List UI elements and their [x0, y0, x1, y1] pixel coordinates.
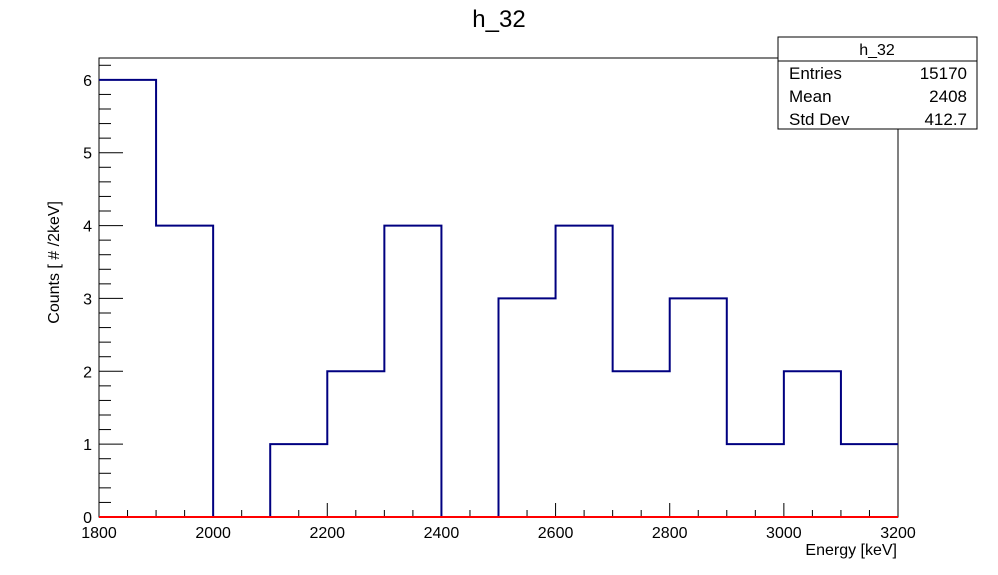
stats-box-frame	[777, 36, 978, 130]
chart-title: h_32	[472, 6, 525, 33]
y-axis: 0 1 2 3 4 5 6	[83, 64, 123, 527]
y-tick-label: 3	[83, 291, 92, 308]
y-tick-label: 1	[83, 437, 92, 454]
y-tick-label: 6	[83, 73, 92, 90]
x-tick-label: 2000	[195, 525, 231, 542]
stats-box-title: h_32	[859, 42, 895, 59]
stats-entries-value: 15170	[920, 64, 967, 83]
x-axis: 1800 2000 2200 2400 2600 2800 3000 3200	[81, 503, 916, 542]
x-tick-label: 3200	[880, 525, 916, 542]
stats-box: h_32 Entries 15170 Mean 2408 Std Dev 412…	[777, 36, 978, 130]
x-axis-label: Energy [keV]	[805, 542, 897, 559]
stats-stddev-value: 412.7	[924, 110, 967, 129]
x-tick-label: 2600	[538, 525, 574, 542]
histogram-series-line	[99, 78, 898, 518]
y-tick-label: 0	[83, 510, 92, 527]
stats-entries-label: Entries	[789, 64, 842, 83]
y-axis-label: Counts [ # /2keV]	[46, 201, 63, 324]
x-tick-label: 3000	[766, 525, 802, 542]
stats-stddev-label: Std Dev	[789, 110, 850, 129]
x-tick-label: 1800	[81, 525, 117, 542]
y-tick-label: 5	[83, 146, 92, 163]
x-tick-label: 2200	[309, 525, 345, 542]
stats-mean-label: Mean	[789, 87, 832, 106]
stats-mean-value: 2408	[929, 87, 967, 106]
x-tick-label: 2800	[652, 525, 688, 542]
x-tick-label: 2400	[424, 525, 460, 542]
y-tick-label: 2	[83, 364, 92, 381]
y-tick-label: 4	[83, 219, 92, 236]
